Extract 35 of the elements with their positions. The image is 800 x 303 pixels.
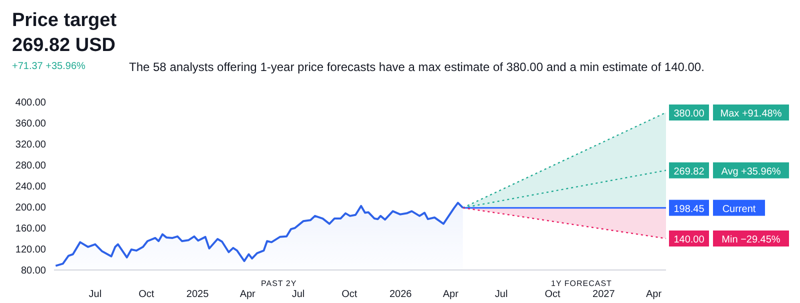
x-tick-label: Jul [494, 289, 508, 300]
data-label: 380.00 [674, 108, 705, 120]
x-tick-label: 2025 [186, 289, 210, 300]
y-tick-label: 240.00 [15, 182, 46, 193]
x-tick-label: Jul [292, 289, 305, 300]
chart-subtitle: 269.82 USD [12, 35, 116, 57]
x-tick-label: Apr [646, 289, 662, 300]
legend-label: Max +91.48% [720, 108, 782, 120]
data-label: 198.45 [674, 204, 705, 215]
text: The 58 analysts offering 1-year price forecasts have a max estimate of 380.00 and a min estimate of 140.00. [129, 60, 704, 74]
text: 1Y FORECAST [550, 278, 613, 289]
x-tick-label: Apr [442, 289, 460, 300]
x-tick-label: Oct [342, 289, 358, 300]
y-tick-label: 360.00 [15, 118, 46, 130]
x-tick-label: Jul [88, 289, 102, 300]
y-tick-label: 400.00 [15, 98, 46, 109]
legend-label: Min −29.45% [722, 234, 780, 246]
x-tick-label: Oct [138, 289, 154, 300]
legend-label: Current [722, 204, 756, 215]
x-tick-label: 2027 [592, 289, 616, 300]
y-tick-label: 200.00 [15, 202, 46, 214]
y-tick-label: 80.00 [20, 266, 46, 277]
x-tick-label: Apr [240, 289, 256, 300]
chart-title: Price target [12, 10, 117, 32]
data-label: 140.00 [674, 234, 705, 246]
y-tick-label: 160.00 [15, 224, 46, 235]
data-label: 269.82 [674, 166, 705, 178]
y-tick-label: 280.00 [15, 160, 46, 172]
y-tick-label: 120.00 [15, 244, 46, 256]
y-tick-label: 320.00 [15, 140, 46, 151]
text: +71.37 +35.96% [12, 61, 86, 72]
text: PAST 2Y [260, 278, 298, 289]
x-tick-label: Oct [544, 289, 560, 300]
x-tick-label: 2026 [389, 289, 412, 300]
legend-label: Avg +35.96% [721, 166, 781, 178]
